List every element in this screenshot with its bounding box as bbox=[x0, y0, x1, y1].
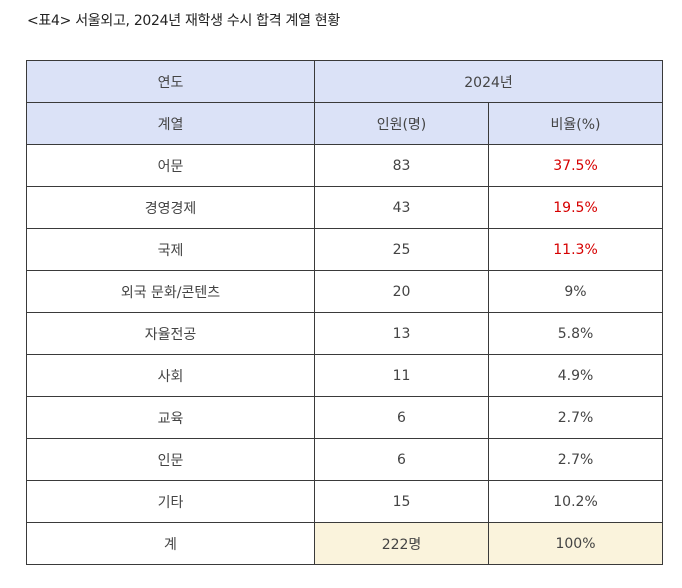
count-column-header: 인원(명) bbox=[314, 102, 489, 145]
table-row: 외국 문화/콘텐츠 20 9% bbox=[26, 270, 664, 313]
count-cell: 25 bbox=[314, 228, 489, 271]
ratio-cell: 37.5% bbox=[487, 144, 664, 187]
ratio-cell: 4.9% bbox=[487, 354, 664, 397]
header-row-columns: 계열 인원(명) 비율(%) bbox=[26, 102, 664, 145]
table-row: 자율전공 13 5.8% bbox=[26, 312, 664, 355]
table-row: 어문 83 37.5% bbox=[26, 144, 664, 187]
table-row: 기타 15 10.2% bbox=[26, 480, 664, 523]
total-ratio-cell: 100% bbox=[487, 522, 664, 565]
ratio-cell: 2.7% bbox=[487, 396, 664, 439]
ratio-cell: 10.2% bbox=[487, 480, 664, 523]
track-cell: 어문 bbox=[26, 144, 315, 187]
count-cell: 15 bbox=[314, 480, 489, 523]
count-cell: 83 bbox=[314, 144, 489, 187]
ratio-cell: 5.8% bbox=[487, 312, 664, 355]
count-cell: 13 bbox=[314, 312, 489, 355]
track-cell: 자율전공 bbox=[26, 312, 315, 355]
year-header-label: 연도 bbox=[26, 60, 315, 103]
year-header-value: 2024년 bbox=[313, 60, 664, 103]
count-cell: 6 bbox=[314, 396, 489, 439]
count-cell: 11 bbox=[314, 354, 489, 397]
count-cell: 6 bbox=[314, 438, 489, 481]
ratio-cell: 11.3% bbox=[487, 228, 664, 271]
ratio-cell: 9% bbox=[487, 270, 664, 313]
track-cell: 인문 bbox=[26, 438, 315, 481]
track-cell: 국제 bbox=[26, 228, 315, 271]
table-row: 사회 11 4.9% bbox=[26, 354, 664, 397]
ratio-cell: 19.5% bbox=[487, 186, 664, 229]
table-row: 인문 6 2.7% bbox=[26, 438, 664, 481]
admission-track-table: 연도 2024년 계열 인원(명) 비율(%) 어문 83 37.5% 경영경제… bbox=[26, 60, 664, 565]
track-cell: 사회 bbox=[26, 354, 315, 397]
ratio-cell: 2.7% bbox=[487, 438, 664, 481]
track-column-header: 계열 bbox=[26, 102, 315, 145]
total-row: 계 222명 100% bbox=[26, 522, 664, 565]
count-cell: 43 bbox=[314, 186, 489, 229]
track-cell: 경영경제 bbox=[26, 186, 315, 229]
count-cell: 20 bbox=[314, 270, 489, 313]
track-cell: 외국 문화/콘텐츠 bbox=[26, 270, 315, 313]
ratio-column-header: 비율(%) bbox=[487, 102, 664, 145]
header-row-year: 연도 2024년 bbox=[26, 60, 664, 103]
total-label-cell: 계 bbox=[26, 522, 315, 565]
total-count-cell: 222명 bbox=[314, 522, 489, 565]
track-cell: 교육 bbox=[26, 396, 315, 439]
table-row: 국제 25 11.3% bbox=[26, 228, 664, 271]
track-cell: 기타 bbox=[26, 480, 315, 523]
table-row: 경영경제 43 19.5% bbox=[26, 186, 664, 229]
table-caption: <표4> 서울외고, 2024년 재학생 수시 합격 계열 현황 bbox=[27, 13, 340, 29]
table-row: 교육 6 2.7% bbox=[26, 396, 664, 439]
